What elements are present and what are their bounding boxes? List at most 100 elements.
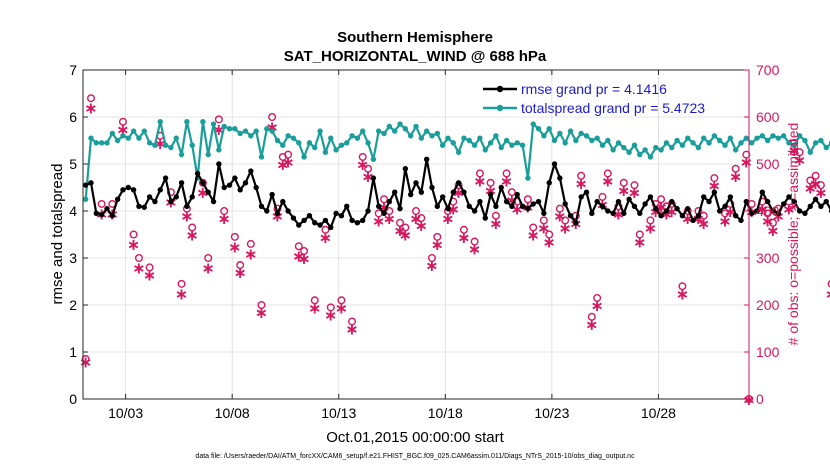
obs-possible-point bbox=[166, 188, 175, 197]
y-axis-label: rmse and totalspread bbox=[49, 164, 66, 305]
rmse-point bbox=[626, 196, 632, 202]
ytick-label: 5 bbox=[69, 156, 77, 172]
rmse-point bbox=[301, 217, 307, 224]
rmse-point bbox=[253, 184, 259, 191]
y-axis-left: 0 1 2 3 4 5 6 7 bbox=[69, 62, 77, 407]
series-layer: ∗∗∗∗∗∗∗∗∗∗∗∗∗∗∗∗∗∗∗∗∗∗∗∗∗∗∗∗∗∗∗∗∗∗∗∗∗∗∗∗… bbox=[79, 94, 830, 409]
totalspread-point bbox=[344, 140, 350, 146]
rmse-point bbox=[205, 189, 211, 195]
rmse-point bbox=[157, 187, 163, 193]
obs-assimilated-point: ∗ bbox=[633, 233, 646, 252]
totalspread-point bbox=[93, 140, 100, 146]
rmse-point bbox=[242, 180, 249, 186]
totalspread-point bbox=[205, 151, 211, 158]
obs-possible-point bbox=[502, 169, 511, 178]
obs-assimilated-point: ∗ bbox=[692, 209, 705, 228]
totalspread-point bbox=[285, 133, 291, 139]
rmse-point bbox=[237, 187, 243, 193]
obs-assimilated-point: ∗ bbox=[585, 315, 598, 334]
rmse-point bbox=[376, 203, 382, 209]
rmse-point bbox=[546, 180, 552, 186]
totalspread-point bbox=[322, 149, 329, 155]
rmse-point bbox=[653, 205, 659, 212]
totalspread-point bbox=[690, 140, 696, 146]
rmse-point bbox=[173, 194, 179, 200]
rmse-point bbox=[599, 203, 606, 209]
obs-possible-point bbox=[816, 181, 825, 190]
totalspread-point bbox=[541, 133, 547, 139]
rmse-point bbox=[344, 203, 350, 209]
rmse-point bbox=[685, 205, 691, 212]
obs-assimilated-point: ∗ bbox=[740, 153, 753, 172]
obs-possible-point bbox=[188, 223, 197, 232]
obs-assimilated-point: ∗ bbox=[537, 218, 550, 237]
totalspread-point bbox=[445, 135, 451, 141]
rmse-point bbox=[695, 213, 702, 219]
obs-possible-point bbox=[214, 115, 223, 124]
rmse-point bbox=[775, 210, 782, 217]
totalspread-point bbox=[487, 140, 494, 146]
rmse-point bbox=[184, 203, 190, 209]
totalspread-point bbox=[216, 147, 222, 153]
rmse-point bbox=[759, 189, 766, 195]
rmse-point bbox=[306, 213, 313, 219]
rmse-point bbox=[509, 203, 515, 209]
obs-assimilated-point: ∗ bbox=[558, 218, 571, 237]
rmse-point bbox=[738, 217, 744, 224]
totalspread-point bbox=[663, 140, 670, 146]
obs-assimilated-point: ∗ bbox=[127, 235, 140, 254]
rmse-point bbox=[514, 191, 520, 198]
totalspread-point bbox=[461, 135, 467, 141]
obs-possible-point bbox=[427, 253, 436, 262]
obs-possible-point bbox=[81, 355, 90, 364]
totalspread-point bbox=[775, 135, 782, 141]
rmse-point bbox=[557, 175, 563, 181]
legend-rmse-label: rmse grand pr = 4.1416 bbox=[521, 81, 667, 97]
obs-assimilated-point: ∗ bbox=[617, 181, 630, 200]
obs-assimilated-point: ∗ bbox=[228, 237, 241, 256]
rmse-point bbox=[365, 208, 371, 214]
obs-assimilated-point: ∗ bbox=[644, 218, 657, 237]
rmse-point bbox=[429, 184, 435, 191]
rmse-point bbox=[360, 217, 366, 224]
rmse-point bbox=[125, 184, 131, 191]
totalspread-point bbox=[397, 121, 403, 127]
obs-possible-point bbox=[587, 312, 596, 321]
obs-assimilated-point: ∗ bbox=[271, 207, 284, 226]
rmse-point bbox=[535, 198, 542, 205]
obs-possible-point bbox=[129, 230, 138, 239]
totalspread-point bbox=[567, 128, 574, 134]
rmse-point bbox=[780, 201, 787, 207]
rmse-point bbox=[642, 201, 648, 207]
totalspread-point bbox=[685, 135, 691, 141]
rmse-point bbox=[317, 222, 323, 228]
totalspread-point bbox=[221, 123, 227, 130]
obs-possible-point bbox=[326, 303, 335, 312]
totalspread-point bbox=[610, 147, 616, 153]
obs-possible-point bbox=[358, 152, 367, 161]
obs-possible-point bbox=[348, 317, 357, 326]
totalspread-point bbox=[711, 133, 718, 139]
totalspread-point bbox=[173, 135, 179, 141]
rmse-point bbox=[402, 166, 409, 172]
ytick-label: 7 bbox=[69, 62, 77, 78]
rmse-point bbox=[120, 187, 126, 193]
totalspread-point bbox=[439, 142, 446, 148]
rmse-point bbox=[280, 198, 286, 205]
totalspread-point bbox=[264, 126, 270, 132]
totalspread-point bbox=[253, 128, 259, 134]
rmse-point bbox=[605, 208, 611, 214]
obs-assimilated-point: ∗ bbox=[793, 150, 806, 169]
totalspread-point bbox=[754, 135, 760, 141]
obs-assimilated-point: ∗ bbox=[255, 303, 268, 322]
totalspread-point bbox=[530, 121, 536, 127]
rmse-point bbox=[82, 182, 89, 188]
legend-totalspread-label: totalspread grand pr = 5.4723 bbox=[521, 100, 705, 116]
ytick-label: 1 bbox=[69, 344, 77, 360]
totalspread-point bbox=[82, 196, 89, 202]
rmse-point bbox=[200, 180, 206, 186]
obs-possible-point bbox=[86, 94, 95, 103]
obs-assimilated-point: ∗ bbox=[809, 174, 822, 193]
totalspread-point bbox=[413, 123, 419, 130]
totalspread-point bbox=[583, 133, 590, 139]
